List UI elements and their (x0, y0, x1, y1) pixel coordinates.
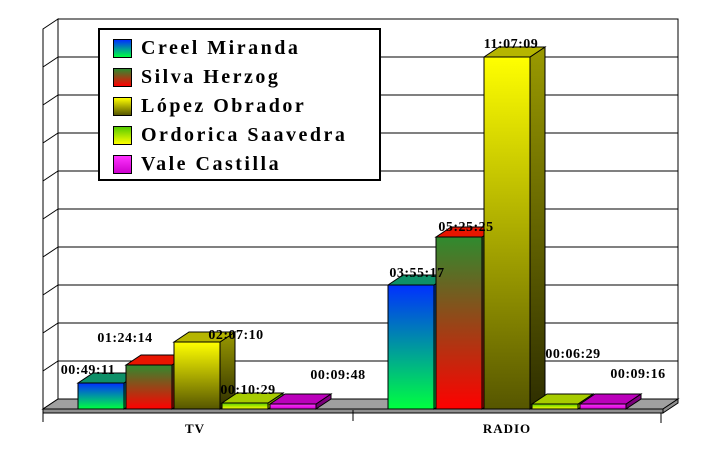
data-label-silva-herzog-radio: 05:25:25 (438, 220, 494, 235)
legend-item-ordorica-saavedra[interactable]: Ordorica Saavedra (100, 121, 379, 150)
data-label-vale-castilla-tv: 00:09:48 (310, 368, 366, 383)
bar-vale-castilla-radio[interactable] (578, 393, 643, 410)
bar-vale-castilla-tv[interactable] (268, 393, 333, 410)
legend-label: López Obrador (141, 95, 307, 117)
data-label-creel-miranda-tv: 00:49:11 (60, 363, 116, 378)
legend-swatch-lopez-obrador (113, 97, 132, 116)
legend-item-lopez-obrador[interactable]: López Obrador (100, 92, 379, 121)
data-label-ordorica-saavedra-radio: 00:06:29 (545, 347, 601, 362)
data-label-vale-castilla-radio: 00:09:16 (610, 367, 666, 382)
bar-l-pez-obrador-radio[interactable] (482, 46, 547, 410)
legend-label: Creel Miranda (141, 37, 301, 59)
legend[interactable]: Creel Miranda Silva Herzog López Obrador… (98, 28, 381, 181)
data-label-ordorica-saavedra-tv: 00:10:29 (220, 383, 276, 398)
category-label-tv: TV (184, 421, 206, 436)
legend-swatch-ordorica-saavedra (113, 126, 132, 145)
bar-l-pez-obrador-tv[interactable] (172, 331, 237, 410)
legend-item-silva-herzog[interactable]: Silva Herzog (100, 63, 379, 92)
legend-label: Silva Herzog (141, 66, 281, 88)
category-label-radio: RADIO (482, 421, 532, 436)
legend-item-creel-miranda[interactable]: Creel Miranda (100, 34, 379, 63)
data-label-silva-herzog-tv: 01:24:14 (97, 331, 153, 346)
legend-swatch-vale-castilla (113, 155, 132, 174)
legend-label: Vale Castilla (141, 153, 282, 175)
legend-label: Ordorica Saavedra (141, 124, 348, 146)
legend-item-vale-castilla[interactable]: Vale Castilla (100, 150, 379, 179)
legend-swatch-silva-herzog (113, 68, 132, 87)
data-label-l-pez-obrador-radio: 11:07:09 (483, 37, 539, 52)
data-label-creel-miranda-radio: 03:55:17 (389, 266, 445, 281)
legend-swatch-creel-miranda (113, 39, 132, 58)
data-label-l-pez-obrador-tv: 02:07:10 (208, 328, 264, 343)
